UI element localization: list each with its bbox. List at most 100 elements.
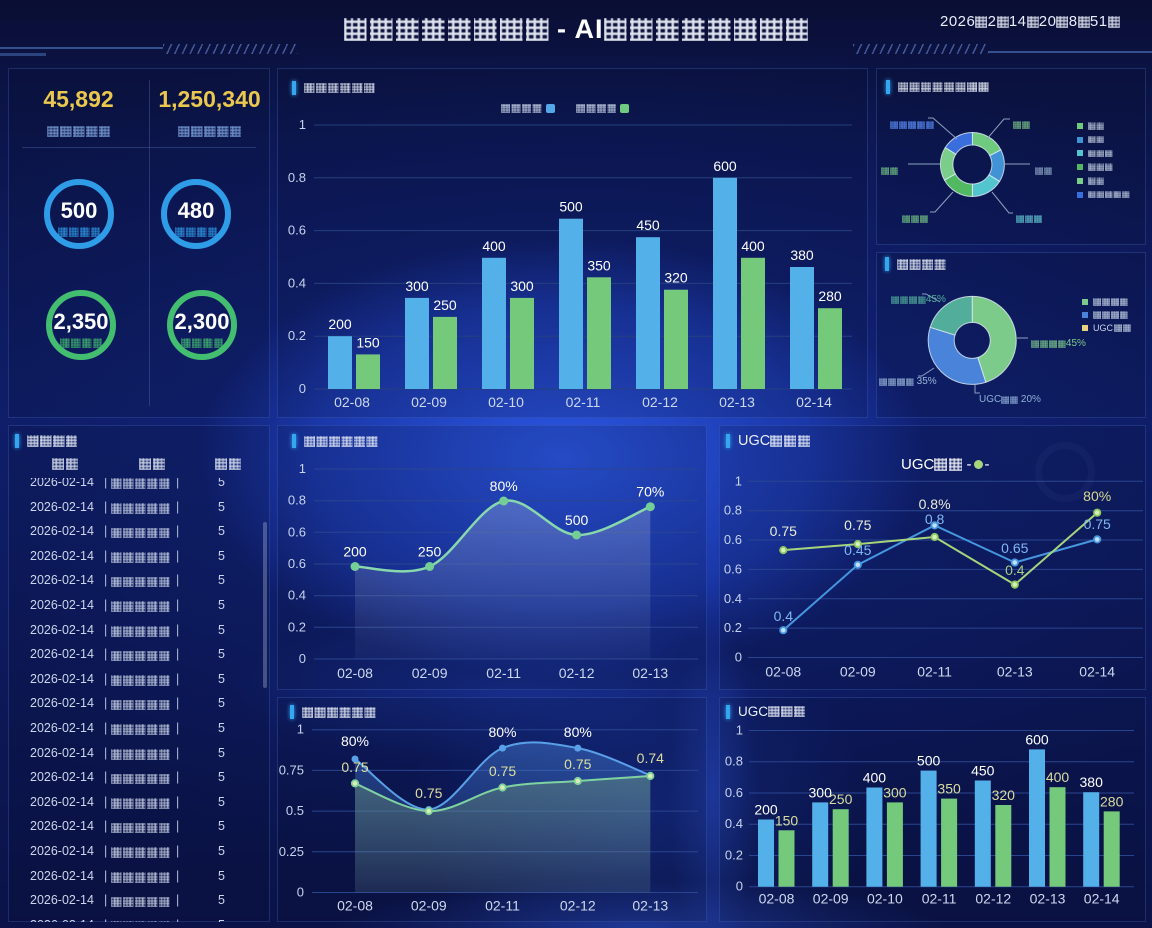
svg-text:0.2: 0.2 [724,620,742,635]
svg-text:600: 600 [713,158,737,174]
svg-text:0.2: 0.2 [725,848,743,863]
svg-text:02-13: 02-13 [719,394,755,410]
svg-text:0.8: 0.8 [925,511,945,527]
svg-text:02-11: 02-11 [566,394,601,410]
svg-text:0.2: 0.2 [288,328,306,343]
svg-text:02-14: 02-14 [1084,891,1120,907]
svg-text:0.75: 0.75 [770,523,797,539]
svg-text:200: 200 [754,802,778,818]
svg-text:0.74: 0.74 [637,750,664,766]
svg-text:600: 600 [1025,731,1049,747]
svg-text:0.6: 0.6 [725,785,743,800]
svg-text:80%: 80% [564,724,592,740]
svg-text:350: 350 [587,257,611,273]
svg-text:02-09: 02-09 [813,891,849,907]
svg-text:02-13: 02-13 [632,665,668,681]
svg-text:0.25: 0.25 [279,844,304,859]
svg-text:380: 380 [1080,774,1104,790]
svg-text:02-13: 02-13 [632,898,668,914]
svg-text:0: 0 [299,651,306,666]
svg-text:02-08: 02-08 [765,664,801,680]
svg-text:350: 350 [937,781,961,797]
svg-text:02-08: 02-08 [334,394,370,410]
svg-text:280: 280 [818,288,842,304]
svg-text:02-09: 02-09 [412,665,448,681]
svg-text:320: 320 [664,270,688,286]
svg-text:450: 450 [636,217,660,233]
svg-text:0.75: 0.75 [341,759,368,775]
svg-text:02-12: 02-12 [559,665,595,681]
svg-text:400: 400 [1046,769,1070,785]
svg-text:0.2: 0.2 [288,619,306,634]
svg-text:02-08: 02-08 [337,898,373,914]
svg-text:02-08: 02-08 [337,665,373,681]
svg-text:02-08: 02-08 [759,891,795,907]
svg-text:0.75: 0.75 [1084,516,1111,532]
svg-text:02-12: 02-12 [560,898,596,914]
svg-text:0.8%: 0.8% [919,496,951,512]
svg-text:0.6: 0.6 [288,556,306,571]
svg-text:0.4: 0.4 [288,588,306,603]
svg-text:02-09: 02-09 [411,394,447,410]
svg-text:0.6: 0.6 [724,561,742,576]
svg-text:150: 150 [775,812,799,828]
svg-text:0.5: 0.5 [286,803,304,818]
svg-text:1: 1 [299,117,306,132]
svg-text:0: 0 [736,879,743,894]
svg-text:02-13: 02-13 [1030,891,1066,907]
svg-text:02-11: 02-11 [485,898,520,914]
svg-text:0.6: 0.6 [724,532,742,547]
svg-text:0.4: 0.4 [288,275,306,290]
svg-text:02-11: 02-11 [486,665,521,681]
svg-text:500: 500 [565,512,589,528]
svg-text:0.75: 0.75 [279,762,304,777]
svg-text:400: 400 [863,770,887,786]
svg-text:0.6: 0.6 [288,223,306,238]
svg-text:0.65: 0.65 [1001,540,1028,556]
svg-text:80%: 80% [341,733,369,749]
svg-text:1: 1 [735,473,742,488]
svg-text:300: 300 [405,278,429,294]
svg-text:0.6: 0.6 [288,524,306,539]
svg-text:02-14: 02-14 [796,394,832,410]
svg-text:250: 250 [433,297,457,313]
svg-text:0.4: 0.4 [725,816,743,831]
svg-text:280: 280 [1100,793,1124,809]
svg-text:0.4: 0.4 [774,608,794,624]
svg-text:0.8: 0.8 [724,503,742,518]
svg-text:400: 400 [482,238,506,254]
svg-text:70%: 70% [636,484,664,500]
svg-text:450: 450 [971,763,995,779]
svg-text:0.75: 0.75 [415,785,442,801]
svg-text:380: 380 [790,247,814,263]
svg-text:200: 200 [343,544,367,560]
svg-text:02-12: 02-12 [975,891,1011,907]
svg-text:02-13: 02-13 [997,664,1033,680]
svg-text:200: 200 [328,316,352,332]
svg-text:0.8: 0.8 [725,754,743,769]
svg-text:500: 500 [559,199,583,215]
svg-text:500: 500 [917,753,941,769]
svg-text:300: 300 [809,784,833,800]
svg-text:0.8: 0.8 [288,493,306,508]
svg-text:1: 1 [297,722,304,737]
svg-text:0.75: 0.75 [489,763,516,779]
svg-text:0.4: 0.4 [724,591,742,606]
svg-text:02-10: 02-10 [488,394,524,410]
svg-text:02-09: 02-09 [840,664,876,680]
svg-text:02-09: 02-09 [411,898,447,914]
svg-text:400: 400 [741,238,765,254]
svg-text:0: 0 [735,650,742,665]
svg-text:02-11: 02-11 [917,664,952,680]
svg-text:80%: 80% [1083,488,1111,504]
svg-text:300: 300 [510,278,534,294]
svg-text:02-10: 02-10 [867,891,903,907]
svg-text:80%: 80% [490,478,518,494]
svg-text:0.75: 0.75 [844,517,871,533]
svg-text:02-11: 02-11 [922,891,957,907]
svg-text:0.45: 0.45 [844,542,871,558]
svg-text:250: 250 [829,791,853,807]
svg-text:1: 1 [736,723,743,738]
svg-text:02-12: 02-12 [642,394,678,410]
svg-text:150: 150 [356,334,380,350]
